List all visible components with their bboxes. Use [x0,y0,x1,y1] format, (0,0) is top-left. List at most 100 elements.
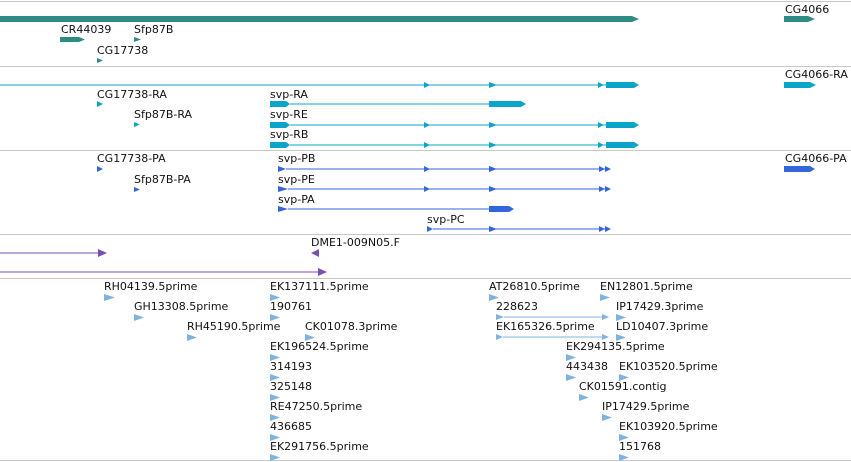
transcript-main-arrow [634,82,639,88]
transcript-cg4066-ra-bar[interactable] [784,82,810,88]
transcript-main-exon-2 [489,82,497,88]
transcript-track: CG4066-RA CG17738-RA Sfp87B-RA svp-RA sv… [0,68,848,148]
gene-label-cr44039: CR44039 [61,23,111,36]
svp-pa-exon-2-arrow [509,206,514,212]
gene-sfp87b-glyph[interactable] [134,37,141,42]
svp-rb-exon-5[interactable] [606,142,634,148]
gene-cg4066-bar[interactable] [784,16,808,22]
est-at26810-glyph[interactable] [489,294,499,301]
est-ek196524-glyph[interactable] [270,354,280,361]
svp-re-exon-5[interactable] [606,122,634,128]
est-ek103520-glyph[interactable] [619,374,629,381]
transcript-main-exon-4[interactable] [606,82,634,88]
est-label-190761: 190761 [270,300,312,313]
est-label-ek165326: EK165326.5prime [496,320,595,333]
est-label-ck01591: CK01591.contig [579,380,666,393]
est-label-gh13308: GH13308.5prime [134,300,229,313]
gene-svp-bar[interactable] [0,16,632,22]
svp-rb-exon-1[interactable] [270,142,286,148]
est-436685-glyph[interactable] [270,434,280,441]
svp-re-exon-2 [424,122,430,128]
transcript-sfp87b-ra-glyph[interactable] [134,122,140,127]
est-314193-glyph[interactable] [270,374,280,381]
svp-pc-exon-1[interactable] [427,226,433,232]
est-label-ip17429-5: IP17429.5prime [602,400,690,413]
est-ip17429-5-glyph[interactable] [602,414,612,421]
svp-rb-exon-1-arrow [286,142,290,148]
est-label-ld10407: LD10407.3prime [616,320,708,333]
gene-track: CG4066 CR44039 Sfp87B CG17738 [0,3,829,63]
svp-pe-exon-4 [599,186,605,192]
est-label-151768: 151768 [619,440,661,453]
svp-pe-exon-1[interactable] [278,186,288,192]
svp-ra-exon-1-arrow [286,101,290,107]
svp-pc-exon-3 [599,226,605,232]
protein-sfp87b-pa-glyph[interactable] [134,187,140,192]
est-re47250-glyph[interactable] [270,414,280,421]
est-ek165326-start[interactable] [496,334,503,340]
svp-ra-exon-2-arrow [521,101,526,107]
est-label-ek103520: EK103520.5prime [619,360,718,373]
svp-rb-exon-4 [598,142,604,148]
est-rh04139-glyph[interactable] [104,294,115,301]
protein-label-svp-pb: svp-PB [278,152,315,165]
est-190761-glyph[interactable] [270,314,280,321]
svp-ra-exon-2[interactable] [489,101,521,107]
transcript-main-exon-3 [598,82,604,88]
est-rh45190-glyph[interactable] [187,334,197,341]
est-ek103920-glyph[interactable] [619,434,629,441]
gene-label-sfp87b: Sfp87B [134,23,173,36]
est-label-ck01078: CK01078.3prime [305,320,398,333]
est-label-228623: 228623 [496,300,538,313]
clone-dme1-009n05-glyph[interactable] [311,249,319,257]
protein-label-sfp87b-pa: Sfp87B-PA [134,173,191,186]
est-en12801-glyph[interactable] [600,294,610,301]
svp-pb-exon-2 [424,166,430,172]
svp-pc-exon-4 [605,226,611,232]
svp-ra-exon-1[interactable] [270,101,286,107]
gene-cr44039-bar[interactable] [60,37,79,42]
est-label-at26810: AT26810.5prime [489,280,580,293]
gene-label-cg17738: CG17738 [97,44,148,57]
est-ek291756-glyph[interactable] [270,454,280,461]
est-label-rh04139: RH04139.5prime [104,280,198,293]
protein-label-cg4066-pa: CG4066-PA [785,152,847,165]
svp-pa-exon-1[interactable] [278,206,288,212]
est-label-ip17429-3: IP17429.3prime [616,300,704,313]
est-ck01591-glyph[interactable] [579,394,589,401]
svp-rb-exon-2 [424,142,430,148]
est-ld10407-glyph[interactable] [616,334,626,341]
est-ek137111-glyph[interactable] [270,294,280,301]
svp-pb-exon-1[interactable] [278,166,286,172]
transcript-label-svp-re: svp-RE [270,108,308,121]
est-gh13308-glyph[interactable] [134,314,144,321]
est-151768-glyph[interactable] [619,454,629,461]
gene-cg17738-glyph[interactable] [97,58,103,63]
svp-re-exon-1[interactable] [270,122,286,128]
est-228623-start[interactable] [496,314,504,320]
est-ip17429-3-glyph[interactable] [616,314,626,321]
svp-pb-exon-5 [605,166,611,172]
est-label-314193: 314193 [270,360,312,373]
est-ek294135-glyph[interactable] [566,354,576,361]
est-443438-glyph[interactable] [566,374,576,381]
est-325148-glyph[interactable] [270,394,280,401]
transcript-cg17738-ra-glyph[interactable] [97,101,103,107]
svp-re-exon-1-arrow [286,122,290,128]
svp-re-exon-3 [489,122,497,128]
clone-label-dme1-009n05-f: DME1-009N05.F [311,236,400,249]
est-track: RH04139.5prime GH13308.5prime RH45190.5p… [104,280,718,461]
protein-cg17738-pa-glyph[interactable] [97,166,103,172]
gene-svp-arrow [632,16,639,22]
svp-pa-exon-2[interactable] [489,206,509,212]
est-ck01078-glyph[interactable] [305,334,315,341]
clone-1-end[interactable] [98,249,107,257]
protein-cg4066-pa-bar[interactable] [784,166,810,172]
transcript-cg4066-ra-arrow [810,82,816,88]
protein-label-cg17738-pa: CG17738-PA [97,152,166,165]
svp-pc-exon-2 [489,226,497,232]
est-228623-end [602,314,609,320]
svp-pe-exon-3 [489,186,497,192]
clone-2-end[interactable] [318,268,327,276]
